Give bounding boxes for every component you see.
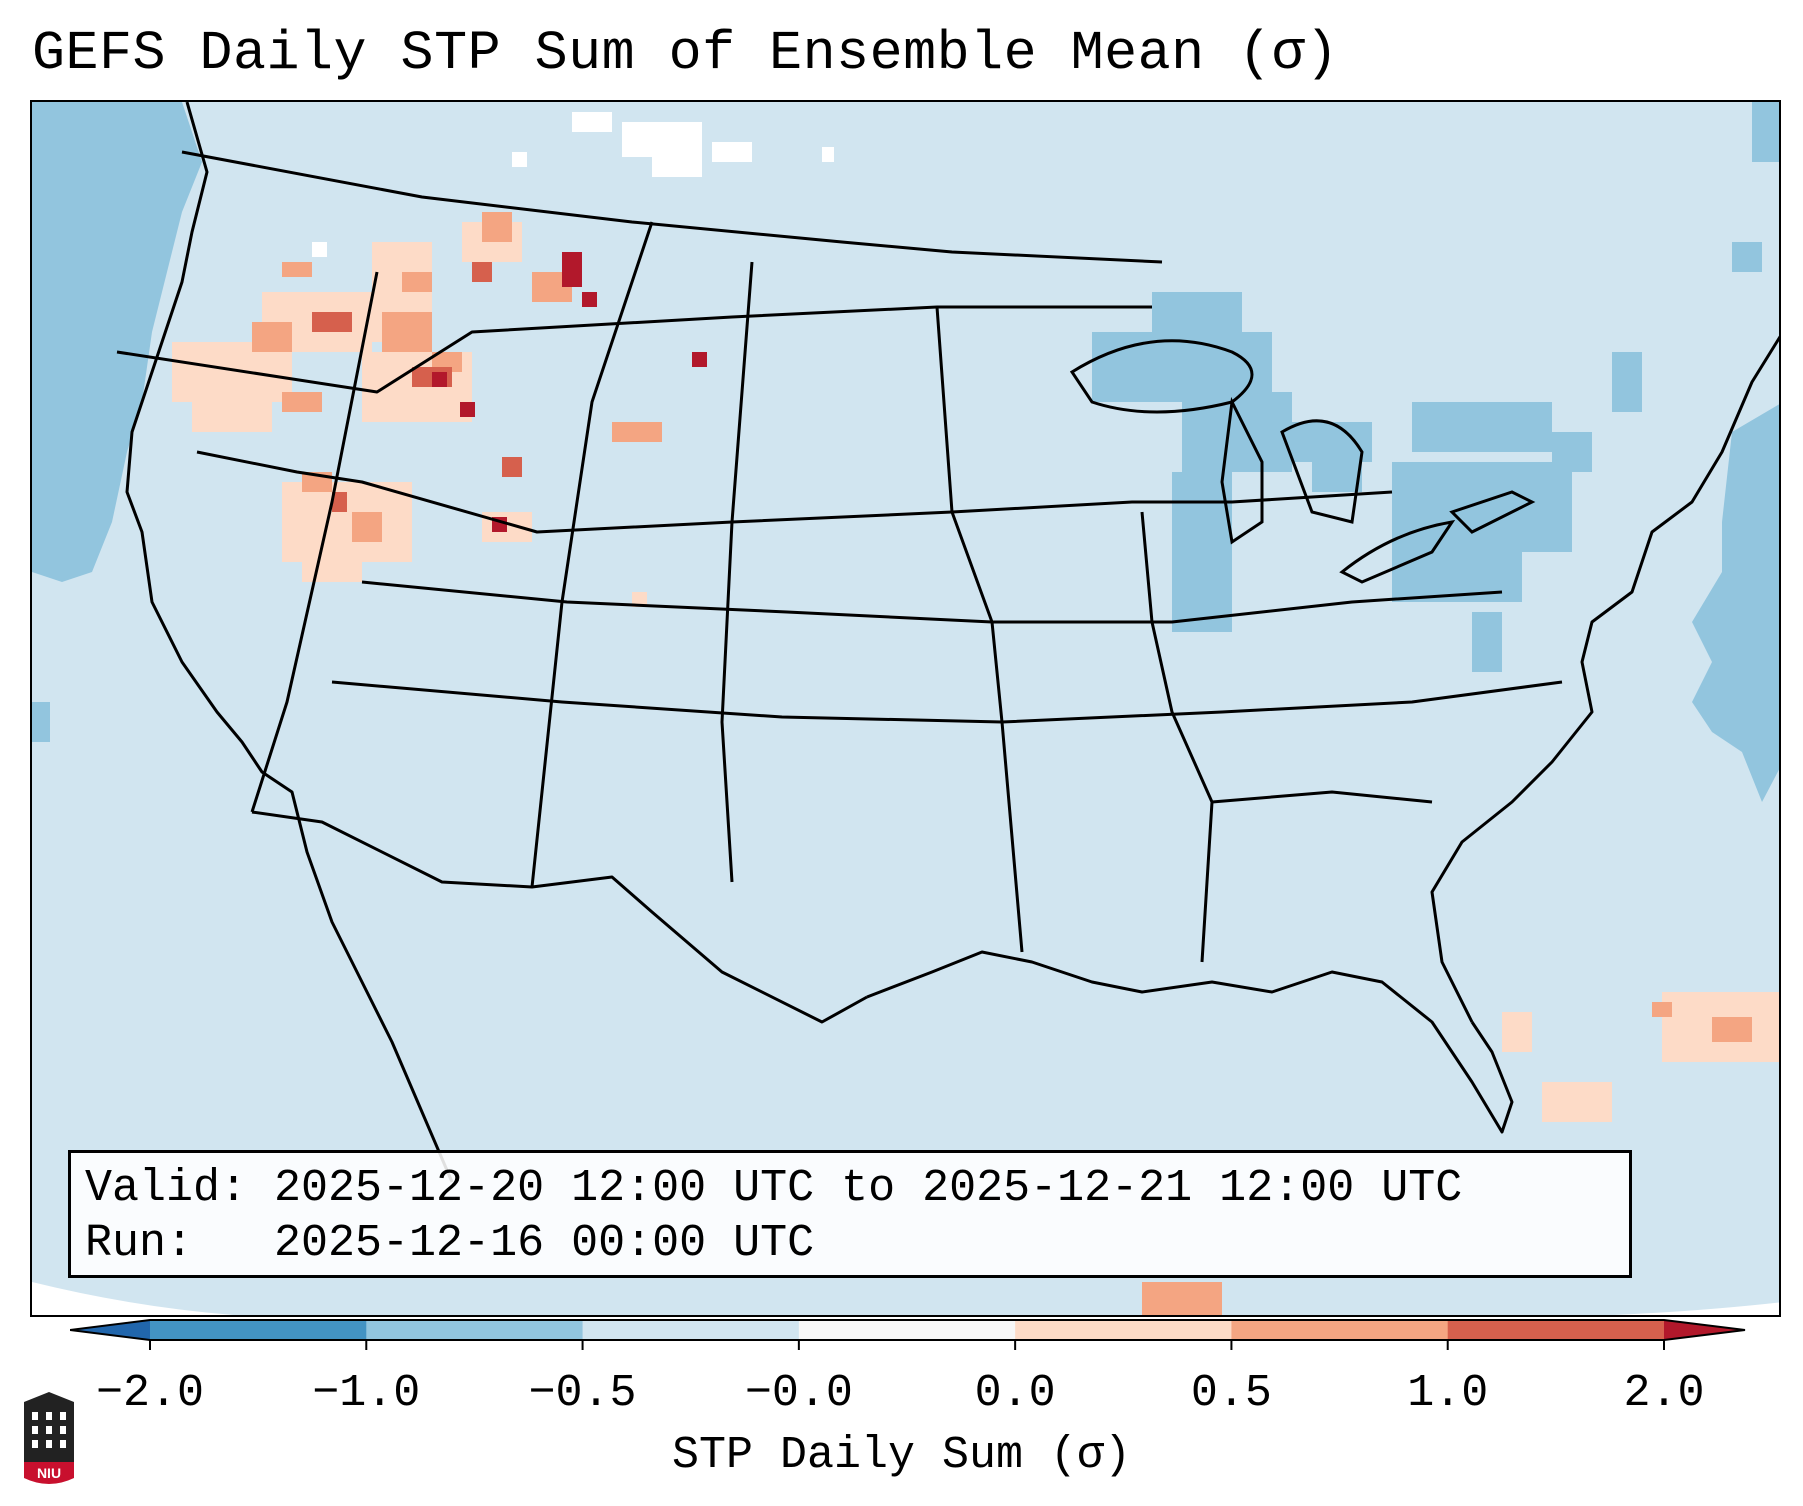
map-domain [32,102,1779,1315]
colorbar-segment [150,1320,367,1340]
logo-text: NIU [37,1465,61,1481]
colorbar-tick-label: −0.5 [528,1368,637,1419]
colorbar-segment [366,1320,584,1340]
atlantic-negative-area [1692,102,1779,802]
colorbar-segment [798,1320,1016,1340]
gulf-coastline [866,950,1514,1134]
pacific-negative-area [32,102,202,742]
colorbar-tick-label: −1.0 [312,1368,421,1419]
valid-line: Valid: 2025-12-20 12:00 UTC to 2025-12-2… [85,1163,1463,1214]
colorbar-segment [1231,1320,1449,1340]
state-line-9 [1140,511,1214,963]
colorbar-extend-high [1664,1320,1745,1340]
colorbar-tick-label: −0.0 [744,1368,853,1419]
map-panel [30,100,1781,1317]
state-line-5 [250,271,379,813]
colorbar-extend-low [70,1320,150,1340]
colorbar-segment [582,1320,800,1340]
run-line: Run: 2025-12-16 00:00 UTC [85,1218,815,1269]
colorbar-tick-label: 2.0 [1623,1368,1705,1419]
west-coastline [125,102,454,1183]
canada-us-border [181,150,1163,264]
state-line-6 [530,221,654,888]
state-line-1 [116,305,1152,394]
state-line-7 [720,261,754,883]
colorbar-segment [1015,1320,1232,1340]
valid-time-box: Valid: 2025-12-20 12:00 UTC to 2025-12-2… [68,1150,1632,1278]
colorbar-tick-label: 1.0 [1407,1368,1489,1419]
colorbar-tick-label: 0.0 [974,1368,1056,1419]
great-lakes-negative-area [1092,292,1642,672]
colorbar-tick-label: −2.0 [95,1368,205,1419]
boundaries [116,102,1779,1183]
map-title: GEFS Daily STP Sum of Ensemble Mean (σ) [32,22,1339,85]
state-line-10 [1211,790,1433,804]
colorbar-segment [1447,1320,1665,1340]
east-coastline [1430,335,1779,1023]
niu-logo: NIU [24,1392,74,1484]
colorbar [70,1319,1746,1350]
state-line-8 [935,306,1024,953]
colorbar-tick-label: 0.5 [1190,1368,1272,1419]
colorbar-label: STP Daily Sum (σ) [671,1430,1132,1481]
great-lakes [1069,339,1536,584]
map-canvas [32,102,1779,1315]
positive-mid-area [252,212,1752,1315]
mexico-border [251,810,868,1024]
